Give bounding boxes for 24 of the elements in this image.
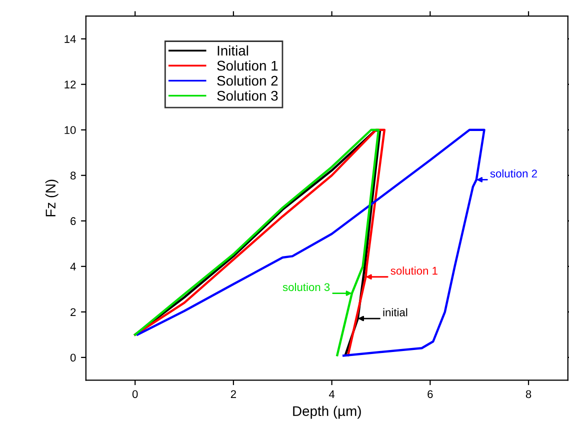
- annotation: solution 2: [490, 169, 537, 178]
- y-tick-label: 4: [70, 262, 76, 270]
- y-tick-label: 8: [70, 172, 76, 180]
- y-tick-label: 0: [70, 354, 76, 362]
- line-series: [136, 128, 486, 357]
- x-axis-title: Depth (µm): [293, 406, 361, 419]
- y-tick-label: 14: [64, 35, 76, 43]
- legend-label: Solution 1: [217, 60, 278, 71]
- y-tick-label: 2: [70, 308, 76, 316]
- annotation: solution 3: [282, 282, 330, 292]
- legend-label: Solution 2: [217, 75, 278, 86]
- x-tick-label: 0: [132, 390, 138, 398]
- x-tick-label: 6: [428, 390, 433, 398]
- x-tick-label: 2: [230, 390, 236, 398]
- y-tick-label: 10: [64, 126, 76, 134]
- x-tick-label: 8: [526, 390, 532, 398]
- y-tick-label: 12: [64, 80, 76, 88]
- y-tick-label: 6: [70, 217, 76, 226]
- legend-label: Initial: [218, 45, 248, 56]
- annotation: initial: [383, 308, 408, 316]
- x-tick-label: 4: [328, 390, 335, 398]
- y-axis-title: Fz (N): [45, 180, 58, 216]
- annotation: solution 1: [390, 266, 438, 275]
- legend-label: Solution 3: [217, 90, 278, 101]
